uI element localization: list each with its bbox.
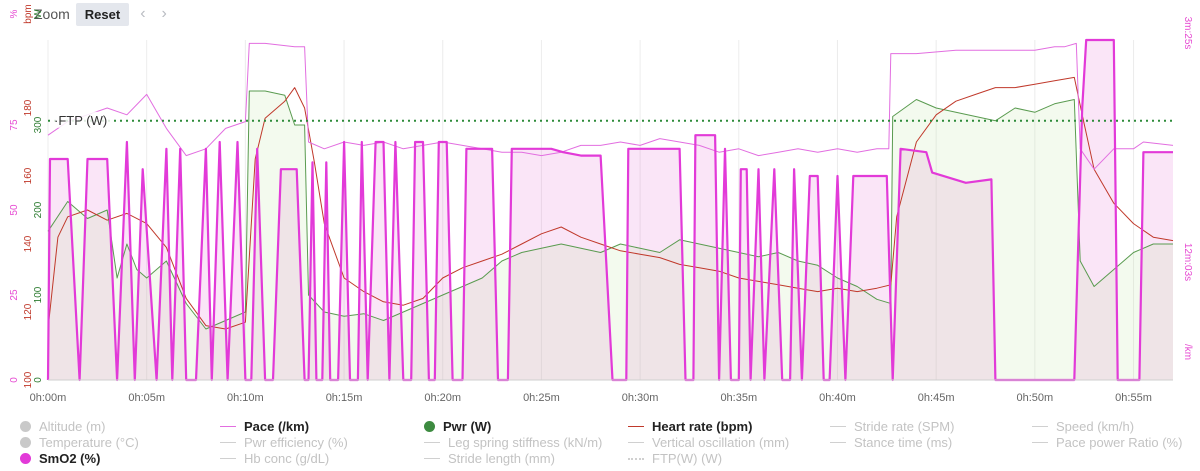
y-tick-label: 120 [23,303,34,320]
legend-line-icon [628,457,644,460]
legend-label: Pwr (W) [443,419,492,434]
legend-label: Vertical oscillation (mm) [652,435,790,450]
legend-label: Speed (km/h) [1056,419,1135,434]
legend-label: Pace (/km) [244,419,310,434]
legend-item-pwr-efficiency[interactable]: Pwr efficiency (%) [220,434,348,451]
series-line-heart-rate-bpm[interactable] [47,76,1174,330]
legend-label: Stride rate (SPM) [854,419,955,434]
x-tick-label: 0h:45m [918,392,955,404]
legend-label: Heart rate (bpm) [652,419,753,434]
legend-label: Leg spring stiffness (kN/m) [448,435,603,450]
chart-toolbar: Zoom Reset ‹ › [34,2,172,26]
legend-label: Temperature (°C) [39,435,139,450]
legend-line-icon [628,426,644,427]
legend-item-pace-power-ratio[interactable]: Pace power Ratio (%) [1032,434,1182,451]
series-line-smo2[interactable] [46,38,1173,382]
y-tick-label: 160 [23,167,34,184]
y-tick-label: 200 [33,201,44,218]
legend-label: Pace power Ratio (%) [1056,435,1183,450]
legend-line-icon [220,442,236,443]
legend-line-icon [830,442,846,443]
x-tick-label: 0h:55m [1115,392,1152,404]
legend-item-altitude-m[interactable]: Altitude (m) [20,418,105,435]
legend-line-icon [628,442,644,443]
legend-item-heart-rate-bpm[interactable]: Heart rate (bpm) [628,418,752,435]
legend-item-pace-km[interactable]: Pace (/km) [220,418,309,435]
chevron-right-icon[interactable]: › [161,5,167,22]
legend-label: FTP(W) (W) [652,451,723,466]
x-tick-label: 0h:25m [523,392,560,404]
legend-line-icon [424,442,440,443]
legend-item-stance-time-ms[interactable]: Stance time (ms) [830,434,952,451]
pwr-area [48,91,1173,380]
x-tick-label: 0h:35m [720,392,757,404]
legend-item-leg-spring-stiffness-kn-m[interactable]: Leg spring stiffness (kN/m) [424,434,602,451]
x-tick-label: 0h:15m [326,392,363,404]
y-tick-label: 100 [23,371,34,388]
legend-item-stride-length-mm[interactable]: Stride length (mm) [424,450,555,467]
legend-line-icon [424,458,440,459]
legend-dot-icon [20,437,31,448]
legend-line-icon [830,426,846,427]
activity-chart[interactable]: ·FTP (W) 0h:00m 0h:05m 0h:10m 0h:15m 0h:20m 0h… [0,0,1200,418]
x-tick-label: 0h:50m [1016,392,1053,404]
smo2-area [48,40,1173,380]
right-axis-label: /km [1182,344,1193,360]
legend-item-pwr-w[interactable]: Pwr (W) [424,418,491,435]
legend-label: Stance time (ms) [854,435,953,450]
reset-zoom-button[interactable]: Reset [75,2,130,26]
legend-dot-icon [424,421,435,432]
y-axis-unit: W [33,9,44,19]
legend-item-speed-km-h[interactable]: Speed (km/h) [1032,418,1134,435]
x-tick-label: 0h:10m [227,392,264,404]
x-tick-label: 0h:30m [622,392,659,404]
legend-line-icon [1032,442,1048,443]
legend-label: Hb conc (g/dL) [244,451,330,466]
y-tick-label: 100 [33,286,44,303]
legend-item-smo2[interactable]: SmO2 (%) [20,450,100,467]
legend-line-icon [1032,426,1048,427]
legend-item-stride-rate-spm[interactable]: Stride rate (SPM) [830,418,954,435]
y-axis-unit: bpm [23,4,34,23]
chevron-left-icon[interactable]: ‹ [140,5,146,22]
x-tick-label: 0h:20m [424,392,461,404]
legend-item-temperature-c[interactable]: Temperature (°C) [20,434,139,451]
right-axis-label: 12m:03s [1182,243,1193,281]
y-tick-label: 180 [23,99,34,116]
legend-label: Altitude (m) [39,419,106,434]
legend-item-ftp-w-w[interactable]: FTP(W) (W) [628,450,722,467]
y-tick-label: 300 [33,116,44,133]
y-tick-label: 0 [9,377,20,383]
series-line-pwr-w[interactable] [47,90,1173,330]
legend-dot-icon [20,453,31,464]
x-tick-label: 0h:05m [128,392,165,404]
x-tick-label: 0h:40m [819,392,856,404]
y-axis-unit: % [9,9,20,18]
legend-line-icon [220,426,236,427]
series-line-pace-km[interactable] [47,42,1174,170]
y-tick-label: 140 [23,235,34,252]
y-tick-label: 50 [9,204,20,216]
legend-item-hb-conc-g-dl[interactable]: Hb conc (g/dL) [220,450,329,467]
legend-line-icon [220,458,236,459]
legend-label: Pwr efficiency (%) [244,435,348,450]
legend-item-vertical-oscillation-mm[interactable]: Vertical oscillation (mm) [628,434,789,451]
legend-label: SmO2 (%) [39,451,101,466]
y-tick-label: 0 [33,377,44,383]
legend-dot-icon [20,421,31,432]
y-tick-label: 25 [9,289,20,301]
y-tick-label: 75 [9,119,20,131]
right-axis-label: 3m:25s [1182,17,1193,50]
ftp-label-bg [52,111,110,128]
ftp-label: ·FTP (W) [54,113,107,128]
x-tick-label: 0h:00m [30,392,67,404]
zoom-label: Zoom [34,6,70,22]
chart-legend: Altitude (m) Pace (/km) Pwr (W) Heart rate … [0,418,1200,468]
legend-label: Stride length (mm) [448,451,555,466]
